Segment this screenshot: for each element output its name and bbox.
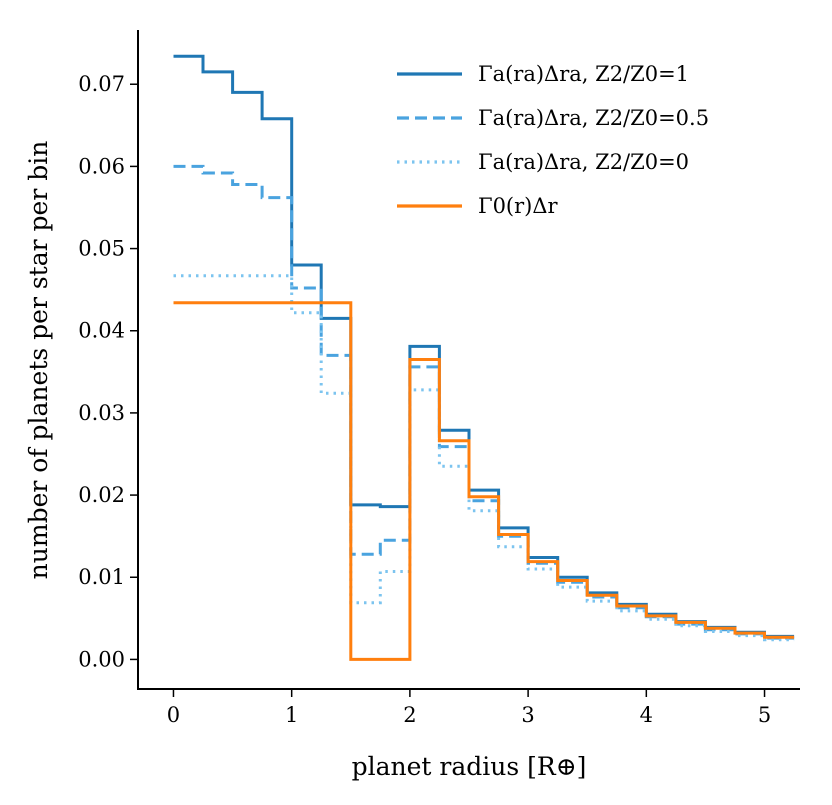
x-tick-label: 5 [758, 703, 771, 727]
series-layer [173, 54, 795, 661]
y-tick-label: 0.07 [78, 72, 125, 96]
y-tick-label: 0.05 [78, 237, 125, 261]
y-ticks: 0.00 0.01 0.02 0.03 0.04 0.05 0.06 0.07 [78, 72, 138, 671]
x-tick-label: 3 [521, 703, 534, 727]
y-tick-label: 0.06 [78, 154, 125, 178]
legend-label-2: Γa(ra)Δra, Z2/Z0=0 [478, 150, 689, 174]
y-tick-label: 0.04 [78, 319, 125, 343]
y-tick-label: 0.00 [78, 647, 125, 671]
x-tick-label: 2 [403, 703, 416, 727]
series-line-1 [173, 164, 795, 640]
y-tick-label: 0.01 [78, 565, 125, 589]
x-tick-label: 0 [167, 703, 180, 727]
y-tick-label: 0.03 [78, 401, 125, 425]
series-line-0 [173, 54, 795, 638]
x-tick-label: 1 [285, 703, 298, 727]
legend-label-1: Γa(ra)Δra, Z2/Z0=0.5 [478, 106, 709, 130]
x-tick-label: 4 [640, 703, 653, 727]
legend-label-0: Γa(ra)Δra, Z2/Z0=1 [478, 62, 689, 86]
x-ticks: 0 1 2 3 4 5 [167, 689, 771, 727]
series-line-2 [173, 274, 795, 642]
x-axis-title: planet radius [R⊕] [352, 752, 587, 781]
series-line-3 [173, 301, 795, 661]
y-tick-label: 0.02 [78, 483, 125, 507]
legend-label-3: Γ0(r)Δr [478, 194, 559, 218]
y-axis-title: number of planets per star per bin [24, 141, 53, 580]
legend: Γa(ra)Δra, Z2/Z0=1 Γa(ra)Δra, Z2/Z0=0.5 Γa… [397, 62, 709, 218]
